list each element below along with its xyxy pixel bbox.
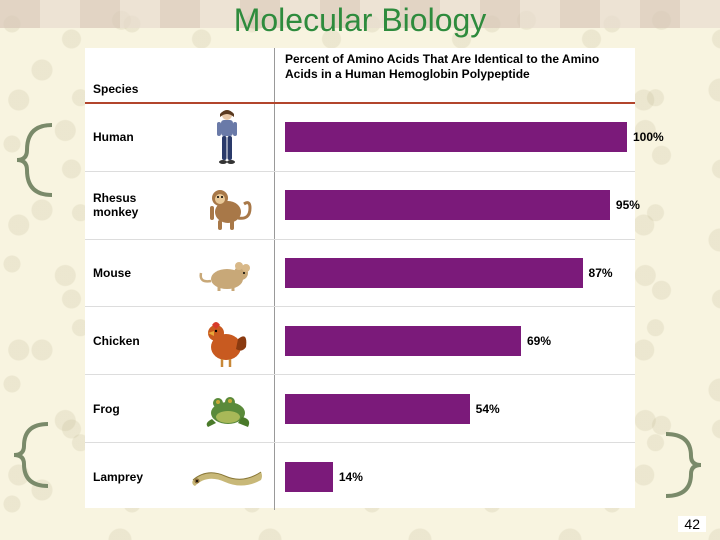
slide-title: Molecular Biology <box>0 0 720 39</box>
bar-value-label: 95% <box>616 198 640 212</box>
column-header-species: Species <box>85 48 275 102</box>
page-number: 42 <box>678 516 706 532</box>
bar-fill <box>285 462 333 492</box>
chart-card: Species Percent of Amino Acids That Are … <box>85 48 635 508</box>
bar-fill <box>285 122 627 152</box>
bar-fill <box>285 190 610 220</box>
table-row: Chicken 69% <box>85 307 635 375</box>
monkey-icon <box>180 172 275 239</box>
mouse-icon <box>180 240 275 307</box>
species-label: Frog <box>85 375 180 442</box>
bar-cell: 14% <box>275 443 635 510</box>
bar-fill <box>285 258 583 288</box>
table-row: Rhesus monkey 95% <box>85 172 635 240</box>
bar-cell: 54% <box>275 375 635 442</box>
species-label: Chicken <box>85 307 180 374</box>
species-label: Mouse <box>85 240 180 307</box>
human-icon <box>180 104 275 171</box>
table-row: Mouse 87% <box>85 240 635 308</box>
bar-fill <box>285 326 521 356</box>
table-row: Lamprey 14% <box>85 443 635 510</box>
bar-cell: 69% <box>275 307 635 374</box>
bar-cell: 87% <box>275 240 635 307</box>
bar-value-label: 14% <box>339 470 363 484</box>
species-label: Lamprey <box>85 443 180 510</box>
species-label: Rhesus monkey <box>85 172 180 239</box>
bar-cell: 95% <box>275 172 635 239</box>
bar-value-label: 54% <box>476 402 500 416</box>
chart-rows: Human 100% Rhesus monkey 95% Mouse 87% Chicken… <box>85 104 635 510</box>
bar-value-label: 69% <box>527 334 551 348</box>
table-row: Human 100% <box>85 104 635 172</box>
chicken-icon <box>180 307 275 374</box>
bar-value-label: 100% <box>633 130 664 144</box>
bar-fill <box>285 394 470 424</box>
lamprey-icon <box>180 443 275 510</box>
bar-cell: 100% <box>275 104 635 171</box>
chart-header: Species Percent of Amino Acids That Are … <box>85 48 635 104</box>
frog-icon <box>180 375 275 442</box>
column-header-percent: Percent of Amino Acids That Are Identica… <box>275 48 635 102</box>
bar-value-label: 87% <box>589 266 613 280</box>
table-row: Frog 54% <box>85 375 635 443</box>
species-label: Human <box>85 104 180 171</box>
